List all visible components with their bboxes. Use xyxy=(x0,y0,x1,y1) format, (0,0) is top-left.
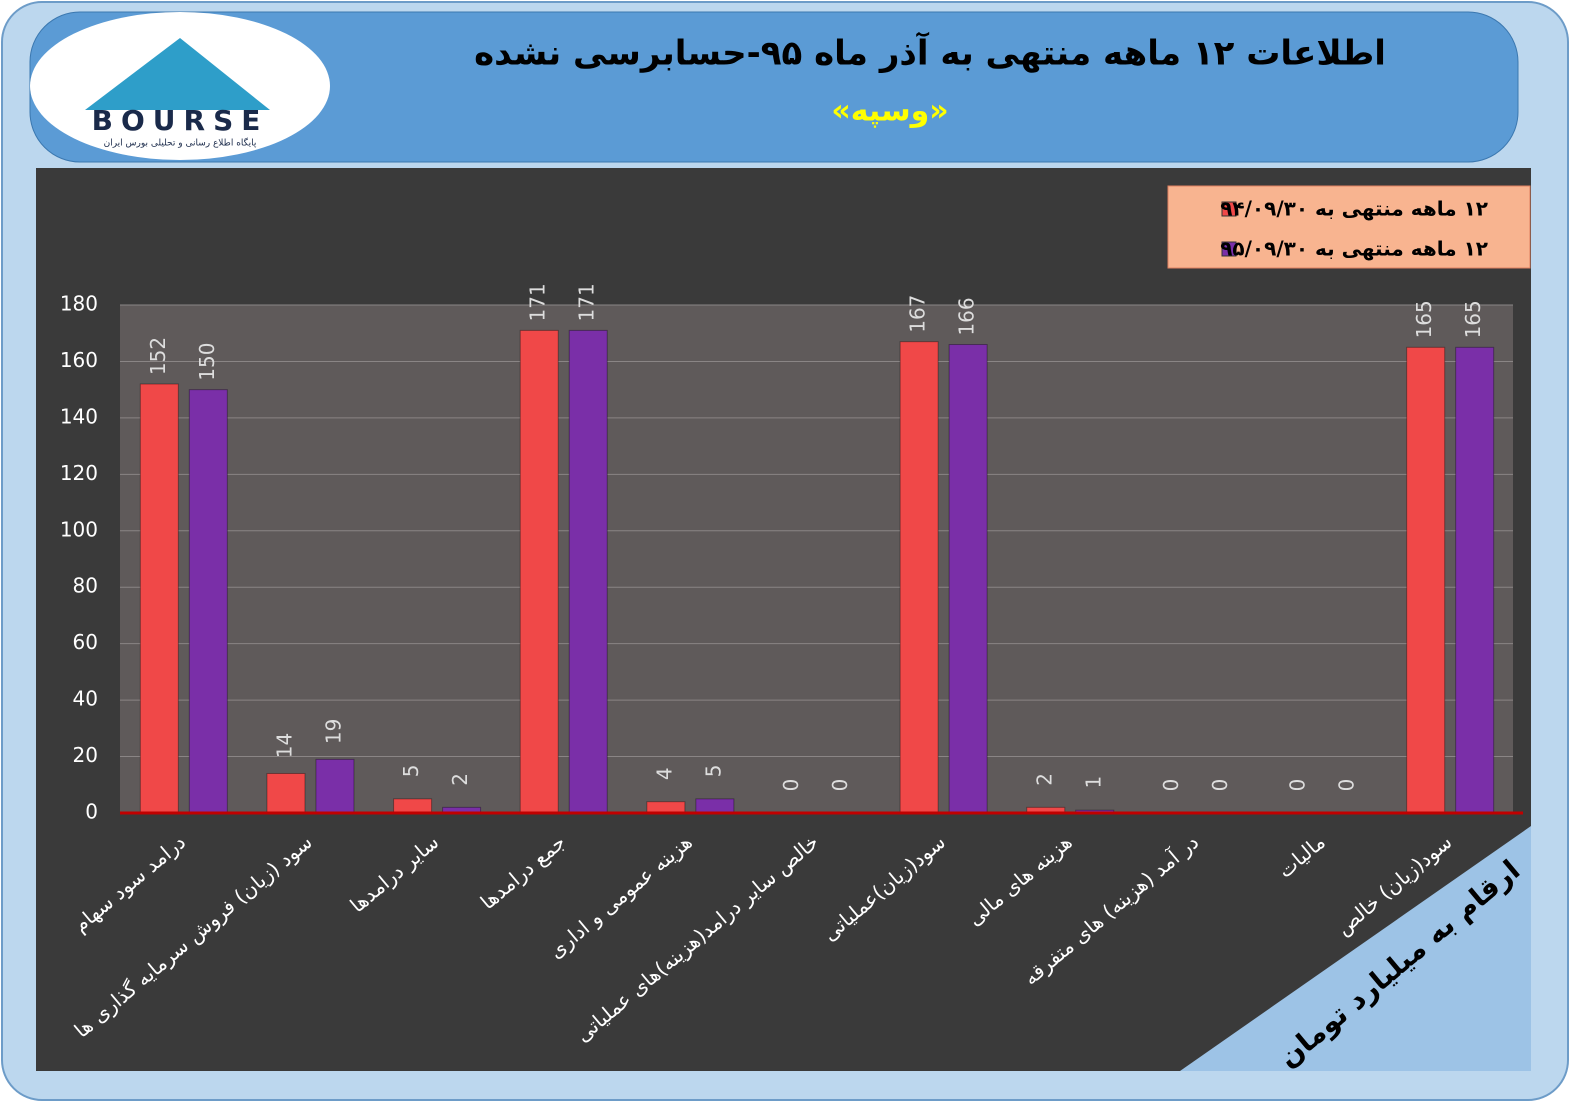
value-label: 1 xyxy=(1081,776,1105,789)
value-label: 150 xyxy=(195,343,219,381)
logo-shape xyxy=(85,38,270,110)
value-label: 0 xyxy=(1208,779,1232,792)
value-label: 0 xyxy=(779,779,803,792)
legend-marker xyxy=(1221,241,1237,257)
value-label: 0 xyxy=(1286,779,1310,792)
legend-label: ۱۲ ماهه منتهی به ۹۴/۰۹/۳۰ xyxy=(1220,197,1488,221)
chart-subtitle: «وسپه» xyxy=(831,94,948,129)
value-label: 19 xyxy=(321,719,345,744)
legend-marker xyxy=(1221,201,1237,217)
value-label: 166 xyxy=(955,297,979,335)
bar xyxy=(266,772,306,814)
value-label: 4 xyxy=(652,767,676,780)
bar xyxy=(1455,346,1495,814)
plot-area xyxy=(120,305,1513,813)
value-label: 165 xyxy=(1412,300,1436,338)
bar xyxy=(393,798,433,814)
y-tick-label: 60 xyxy=(73,630,98,654)
bar xyxy=(519,329,559,814)
value-label: 0 xyxy=(1335,779,1359,792)
bar xyxy=(948,344,988,814)
bar xyxy=(188,389,228,814)
y-tick-label: 180 xyxy=(60,292,98,316)
bar xyxy=(139,383,179,814)
bar xyxy=(646,801,686,814)
value-label: 2 xyxy=(448,773,472,786)
bar xyxy=(899,341,939,814)
note-bg xyxy=(1180,826,1531,1071)
logo-tagline: پایگاه اطلاع رسانی و تحلیلی بورس ایران xyxy=(104,137,257,149)
y-tick-label: 100 xyxy=(60,517,98,541)
y-tick-label: 0 xyxy=(85,800,98,824)
value-label: 171 xyxy=(575,283,599,321)
y-tick-label: 80 xyxy=(73,574,98,598)
y-tick-label: 120 xyxy=(60,461,98,485)
y-tick-label: 40 xyxy=(73,687,98,711)
value-label: 5 xyxy=(399,765,423,778)
bar xyxy=(568,329,608,814)
bar xyxy=(1406,346,1446,814)
value-label: 14 xyxy=(272,733,296,758)
value-label: 2 xyxy=(1032,773,1056,786)
value-label: 5 xyxy=(701,765,725,778)
y-tick-label: 140 xyxy=(60,404,98,428)
bar xyxy=(315,758,355,814)
chart-title: اطلاعات ۱۲ ماهه منتهی به آذر ماه ۹۵-حساب… xyxy=(474,32,1386,74)
bar xyxy=(695,798,735,814)
logo-name: BOURSE xyxy=(92,104,269,137)
value-label: 152 xyxy=(146,337,170,375)
y-tick-label: 20 xyxy=(73,743,98,767)
value-label: 165 xyxy=(1461,300,1485,338)
y-tick-label: 160 xyxy=(60,348,98,372)
header-bar xyxy=(29,11,1519,163)
value-label: 0 xyxy=(1159,779,1183,792)
value-label: 171 xyxy=(526,283,550,321)
legend-label: ۱۲ ماهه منتهی به ۹۵/۰۹/۳۰ xyxy=(1220,237,1488,261)
value-label: 167 xyxy=(906,295,930,333)
value-label: 0 xyxy=(828,779,852,792)
